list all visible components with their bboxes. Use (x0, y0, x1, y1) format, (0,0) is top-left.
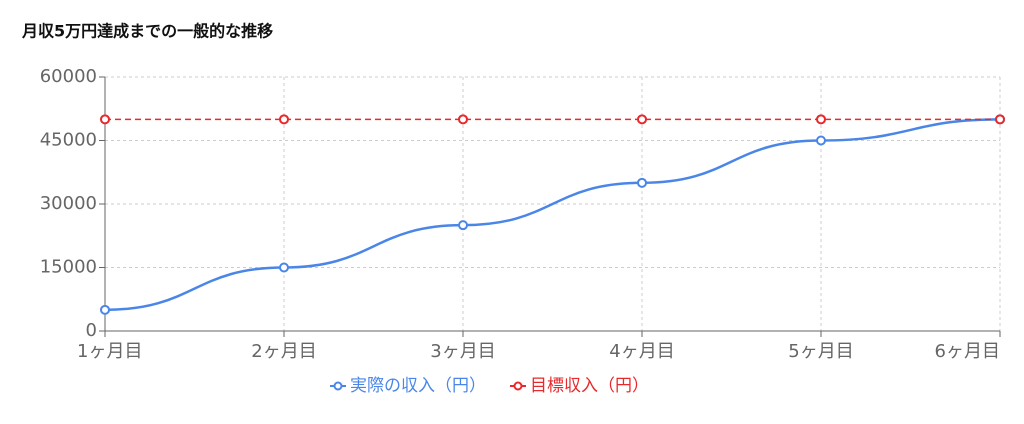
data-point (995, 114, 1005, 125)
x-tick-label: 4ヶ月目 (609, 341, 674, 362)
data-point (816, 135, 826, 146)
data-point (458, 114, 468, 125)
y-tick-label: 30000 (40, 193, 97, 214)
x-tick-label: 2ヶ月目 (251, 341, 316, 362)
x-tick-label: 5ヶ月目 (788, 341, 853, 362)
data-point (279, 262, 289, 273)
legend: 実際の収入（円） 目標収入（円） (330, 376, 649, 396)
data-point (458, 220, 468, 231)
y-tick-label: 15000 (40, 257, 97, 278)
data-point (637, 114, 647, 125)
y-tick-label: 60000 (40, 66, 97, 87)
x-tick-label: 3ヶ月目 (430, 341, 495, 362)
data-point (100, 114, 110, 125)
y-tick-label: 45000 (40, 130, 97, 151)
x-tick-label: 6ヶ月目 (935, 341, 1000, 362)
data-point (816, 114, 826, 125)
y-tick-label: 0 (86, 320, 97, 341)
data-point (100, 304, 110, 315)
legend-label: 目標収入（円） (530, 376, 649, 396)
legend-swatch-dot (513, 381, 523, 391)
x-tick-label: 1ヶ月目 (77, 341, 142, 362)
data-point (279, 114, 289, 125)
series-line (104, 118, 1001, 312)
legend-label: 実際の収入（円） (350, 376, 486, 396)
chart-title: 月収5万円達成までの一般的な推移 (21, 22, 273, 41)
data-point (637, 177, 647, 188)
legend-swatch-dot (333, 381, 343, 391)
